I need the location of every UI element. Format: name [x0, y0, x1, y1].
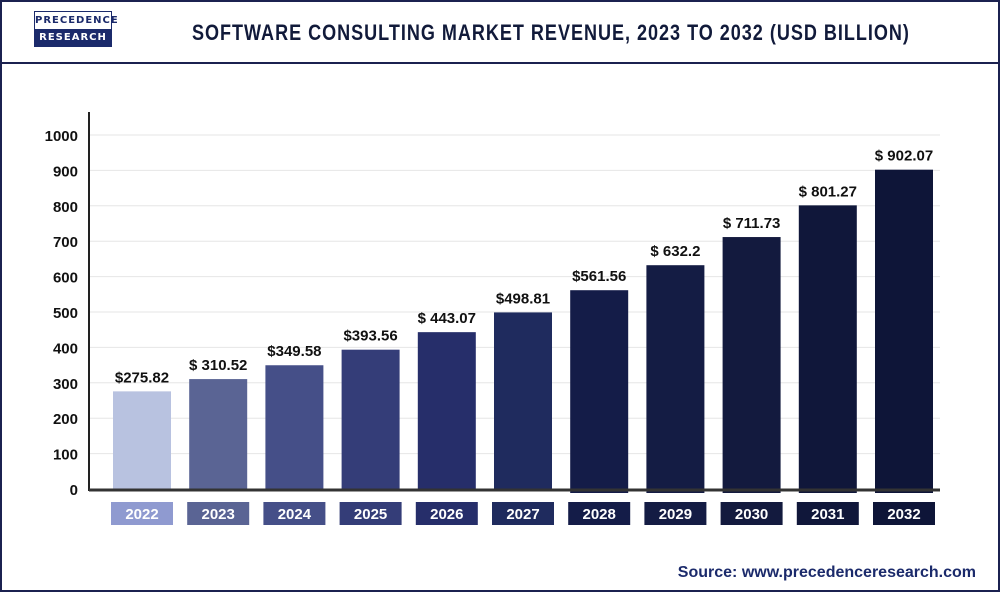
y-tick-label: 200 — [53, 411, 78, 428]
x-tick-label: 2022 — [125, 506, 158, 523]
logo: PRECEDENCE RESEARCH — [34, 11, 119, 47]
data-label: $393.56 — [343, 328, 397, 345]
x-tick-label: 2031 — [811, 506, 844, 523]
bar-2029 — [646, 265, 705, 493]
y-tick-label: 300 — [53, 376, 78, 393]
logo-line1: PRECEDENCE — [35, 15, 119, 26]
x-tick-label: 2024 — [278, 506, 312, 523]
data-label: $ 310.52 — [189, 357, 247, 374]
bar-2024 — [265, 365, 324, 489]
x-label-box — [796, 502, 859, 525]
data-label: $349.58 — [267, 343, 321, 360]
data-label: $ 902.07 — [875, 148, 933, 165]
bar-2032 — [875, 169, 933, 493]
y-tick-label: 800 — [53, 199, 78, 216]
x-tick-label: 2028 — [583, 506, 616, 523]
x-label-box — [111, 502, 173, 525]
y-tick-label: 1000 — [45, 128, 78, 145]
bar-2031 — [798, 205, 857, 494]
logo-line2: RESEARCH — [35, 29, 111, 46]
x-tick-label: 2026 — [430, 506, 463, 523]
x-tick-label: 2030 — [735, 506, 768, 523]
x-tick-label: 2027 — [506, 506, 539, 523]
x-tick-label: 2023 — [202, 506, 235, 523]
data-label: $ 801.27 — [799, 183, 857, 200]
x-tick-label: 2032 — [887, 506, 920, 523]
y-tick-label: 900 — [53, 163, 78, 180]
data-label: $498.81 — [496, 290, 550, 307]
bar-2027 — [494, 312, 552, 489]
y-tick-label: 500 — [53, 305, 78, 322]
x-label-box — [187, 502, 250, 525]
data-label: $275.82 — [115, 369, 169, 386]
data-label: $ 443.07 — [418, 310, 476, 327]
y-tick-label: 600 — [53, 270, 78, 287]
x-label-box — [263, 502, 326, 525]
source-text: Source: www.precedenceresearch.com — [677, 564, 976, 581]
x-label-box — [873, 502, 935, 525]
data-label: $561.56 — [572, 268, 626, 285]
data-label: $ 711.73 — [723, 215, 781, 232]
x-tick-label: 2029 — [659, 506, 692, 523]
bar-2026 — [417, 332, 476, 489]
x-label-box — [644, 502, 707, 525]
x-label-box — [339, 502, 402, 525]
y-tick-label: 400 — [53, 340, 78, 357]
bar-2030 — [722, 237, 781, 493]
header-divider — [2, 62, 998, 64]
bar-2022 — [113, 391, 171, 489]
bar-2023 — [189, 379, 248, 489]
x-label-box — [492, 502, 554, 525]
chart-title: SOFTWARE CONSULTING MARKET REVENUE, 2023… — [192, 20, 910, 45]
bar-2025 — [341, 349, 400, 489]
data-label: $ 632.2 — [650, 243, 700, 260]
x-label-box — [415, 502, 478, 525]
y-tick-label: 100 — [53, 447, 78, 464]
bar-2028 — [570, 290, 629, 493]
x-label-box — [568, 502, 631, 525]
x-tick-label: 2025 — [354, 506, 387, 523]
x-label-box — [720, 502, 783, 525]
y-tick-label: 700 — [53, 234, 78, 251]
y-tick-label: 0 — [70, 482, 78, 499]
